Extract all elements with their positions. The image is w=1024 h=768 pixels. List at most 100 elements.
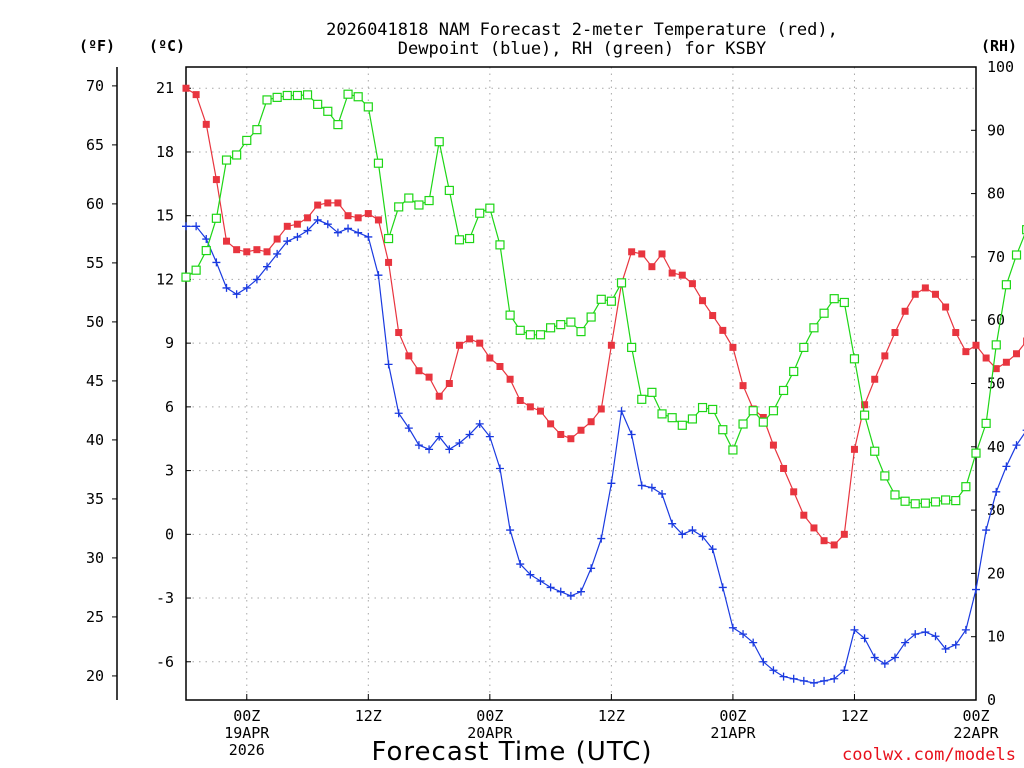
celsius-tick-label: 21: [156, 79, 174, 97]
temperature-point: [557, 430, 565, 438]
rh-tick-label: 20: [987, 564, 1005, 582]
temperature-point: [597, 405, 605, 413]
rh-point: [596, 294, 606, 304]
dewpoint-point: [718, 583, 727, 592]
series-temperature: [182, 84, 1024, 549]
dewpoint-point: [830, 674, 839, 683]
celsius-tick-label: 0: [165, 525, 174, 543]
dewpoint-point: [870, 653, 879, 662]
time-tick-label: 00Z: [719, 707, 746, 725]
temperature-point: [931, 290, 939, 298]
rh-point: [485, 203, 495, 213]
temperature-point: [425, 373, 433, 381]
dewpoint-point: [354, 228, 363, 237]
time-tick-label: 00Z: [476, 707, 503, 725]
rh-point: [373, 158, 384, 168]
dewpoint-point: [617, 407, 626, 416]
fahrenheit-tick-label: 45: [86, 372, 104, 390]
rh-point: [728, 445, 738, 455]
dewpoint-point: [222, 283, 231, 292]
dewpoint-point: [344, 224, 353, 233]
rh-point: [211, 213, 221, 223]
rh-point: [383, 233, 394, 244]
rh-point: [404, 193, 414, 203]
temperature-point: [415, 367, 423, 375]
dewpoint-point: [566, 591, 575, 600]
temperature-point: [354, 214, 362, 222]
dewpoint-point: [242, 283, 251, 292]
temperature-point: [1013, 350, 1021, 358]
temperature-point: [547, 420, 555, 428]
dewpoint-point: [779, 672, 788, 681]
celsius-tick-label: -6: [156, 653, 174, 671]
dewpoint-point: [658, 489, 667, 498]
fahrenheit-tick-label: 55: [86, 254, 104, 272]
temperature-point: [850, 445, 858, 453]
chart-title: 2026041818 NAM Forecast 2-meter Temperat…: [326, 20, 838, 40]
rh-point: [475, 208, 485, 218]
temperature-point: [385, 258, 393, 266]
celsius-tick-label: 9: [165, 334, 174, 352]
temperature-point: [709, 312, 717, 320]
fahrenheit-tick-label: 70: [86, 77, 104, 95]
series-dewpoint: [182, 215, 1024, 688]
dewpoint-point: [313, 215, 322, 224]
temperature-point: [344, 212, 352, 220]
dewpoint-point: [182, 222, 190, 231]
rh-point: [292, 90, 303, 101]
temperature-point: [253, 246, 261, 254]
rh-point: [799, 342, 809, 353]
dewpoint-point: [465, 430, 474, 439]
rh-point: [900, 496, 910, 506]
temperature-point: [212, 176, 220, 184]
dewpoint-point: [941, 645, 950, 654]
dewpoint-point: [303, 226, 312, 235]
temperature-point: [952, 329, 960, 337]
temperature-point: [223, 237, 231, 245]
temperature-point: [982, 354, 990, 362]
dewpoint-point: [374, 271, 383, 280]
dewpoint-point: [384, 360, 393, 369]
time-tick-label: 12Z: [598, 707, 625, 725]
dewpoint-point: [455, 438, 464, 447]
temperature-point: [769, 441, 777, 449]
rh-point: [667, 413, 677, 423]
dewpoint-point: [820, 676, 829, 685]
dewpoint-point: [1012, 441, 1021, 450]
dewpoint-point: [587, 564, 596, 573]
dewpoint-point: [708, 545, 717, 554]
rh-point: [859, 410, 870, 420]
credit-label: coolwx.com/models: [842, 745, 1016, 765]
temperature-point: [273, 235, 281, 243]
dewpoint-point: [232, 290, 241, 299]
x-axis-label: Forecast Time (UTC): [371, 737, 652, 767]
dewpoint-point: [536, 577, 545, 586]
temperature-point: [688, 280, 696, 288]
rh-tick-label: 60: [987, 311, 1005, 329]
rh-point: [323, 106, 333, 116]
dewpoint-point: [809, 679, 818, 688]
rh-point: [991, 340, 1001, 350]
rh-point: [556, 320, 566, 330]
fahrenheit-tick-label: 60: [86, 195, 104, 213]
temperature-point: [516, 396, 524, 404]
dewpoint-point: [556, 587, 565, 596]
dewpoint-point: [607, 479, 616, 488]
dewpoint-point: [394, 409, 403, 418]
temperature-point: [182, 84, 190, 92]
chart-subtitle: Dewpoint (blue), RH (green) for KSBY: [398, 39, 766, 59]
rh-point: [647, 387, 657, 397]
rh-point: [434, 137, 444, 147]
rh-point: [191, 265, 201, 275]
rh-point: [657, 409, 667, 419]
dewpoint-point: [739, 630, 748, 639]
rh-tick-label: 50: [987, 375, 1005, 393]
temperature-point: [911, 290, 919, 298]
temperature-point: [435, 392, 443, 400]
temperature-point: [283, 222, 291, 230]
dewpoint-point: [647, 483, 656, 492]
rh-point: [789, 366, 799, 377]
rh-point: [515, 325, 525, 335]
rh-point: [454, 235, 465, 245]
temperature-point: [192, 91, 200, 99]
